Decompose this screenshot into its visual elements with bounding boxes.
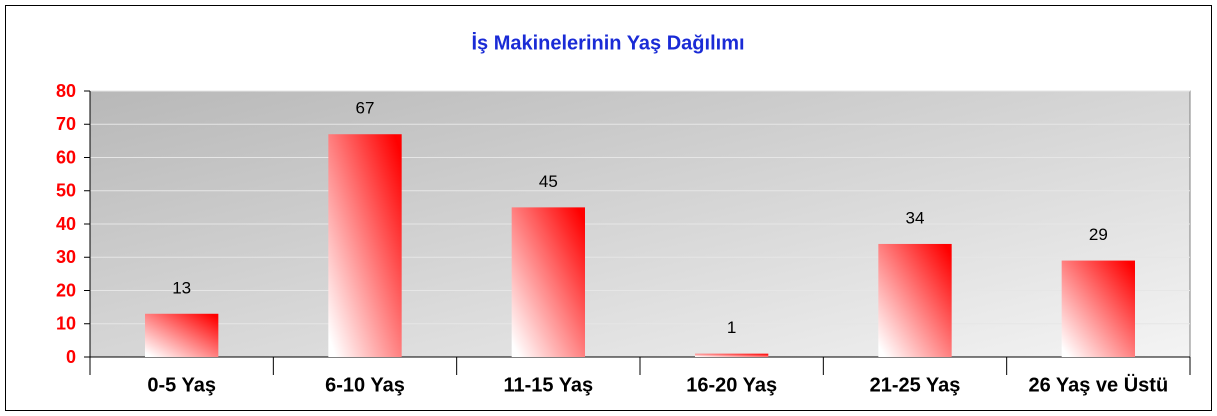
x-tick-label: 11-15 Yaş [503, 374, 593, 396]
bar [695, 353, 769, 357]
bar [1061, 260, 1135, 357]
y-tick-label: 20 [56, 280, 76, 300]
data-label: 13 [172, 278, 191, 297]
x-tick-label: 21-25 Yaş [870, 374, 961, 396]
data-label: 34 [906, 208, 925, 227]
y-tick-label: 40 [56, 214, 76, 234]
x-tick-label: 0-5 Yaş [147, 374, 216, 396]
x-tick-label: 26 Yaş ve Üstü [1028, 373, 1168, 396]
data-label: 67 [356, 99, 375, 118]
bar [145, 313, 219, 357]
data-label: 29 [1089, 225, 1108, 244]
x-tick-label: 6-10 Yaş [325, 374, 405, 396]
y-tick-label: 50 [56, 181, 76, 201]
data-label: 1 [727, 318, 736, 337]
y-tick-label: 0 [66, 347, 76, 367]
y-tick-label: 30 [56, 247, 76, 267]
bar [511, 207, 585, 357]
y-tick-label: 70 [56, 114, 76, 134]
chart-title: İş Makinelerinin Yaş Dağılımı [471, 31, 744, 54]
y-tick-label: 60 [56, 147, 76, 167]
data-label: 45 [539, 172, 558, 191]
bar [878, 243, 952, 357]
x-tick-label: 16-20 Yaş [686, 374, 777, 396]
y-tick-label: 10 [56, 314, 76, 334]
bar [328, 134, 402, 357]
y-tick-label: 80 [56, 81, 76, 101]
